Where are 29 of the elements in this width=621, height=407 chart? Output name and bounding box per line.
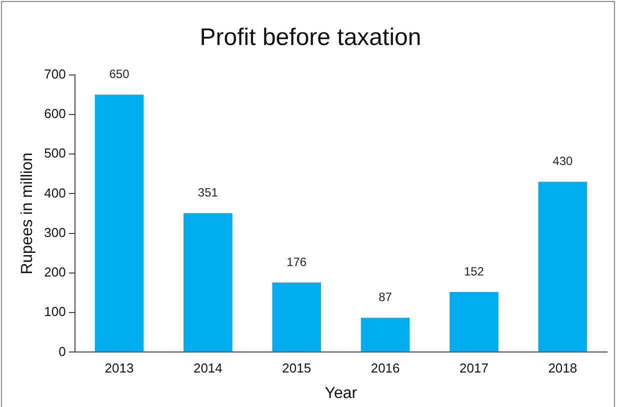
data-label: 176 xyxy=(286,254,307,269)
y-tick-label: 200 xyxy=(44,264,66,280)
data-label: 430 xyxy=(552,154,573,168)
data-label: 351 xyxy=(198,185,218,200)
data-label: 87 xyxy=(378,290,392,304)
data-label: 152 xyxy=(464,264,484,278)
x-axis-title: Year xyxy=(324,384,358,402)
y-tick-label: 100 xyxy=(44,304,66,320)
bar xyxy=(184,213,232,352)
y-tick-label: 400 xyxy=(44,185,66,200)
chart-title: Profit before taxation xyxy=(200,24,422,52)
x-tick-label: 2016 xyxy=(370,360,400,376)
bar xyxy=(450,292,498,352)
bar xyxy=(360,318,410,352)
x-tick-label: 2014 xyxy=(193,360,222,376)
y-tick-label: 600 xyxy=(44,106,66,122)
bar xyxy=(272,282,321,352)
bar xyxy=(94,94,144,352)
y-tick-label: 500 xyxy=(44,146,66,161)
y-tick-label: 700 xyxy=(44,66,66,82)
x-tick-label: 2018 xyxy=(548,360,578,376)
bar xyxy=(538,182,588,352)
y-axis-title: Rupees in million xyxy=(19,152,36,274)
y-tick-label: 300 xyxy=(44,224,66,240)
x-tick-label: 2017 xyxy=(460,360,488,376)
data-label: 650 xyxy=(109,66,130,81)
y-tick-label: 0 xyxy=(58,344,66,359)
x-tick-label: 2013 xyxy=(104,360,134,376)
x-tick-label: 2015 xyxy=(282,360,312,376)
